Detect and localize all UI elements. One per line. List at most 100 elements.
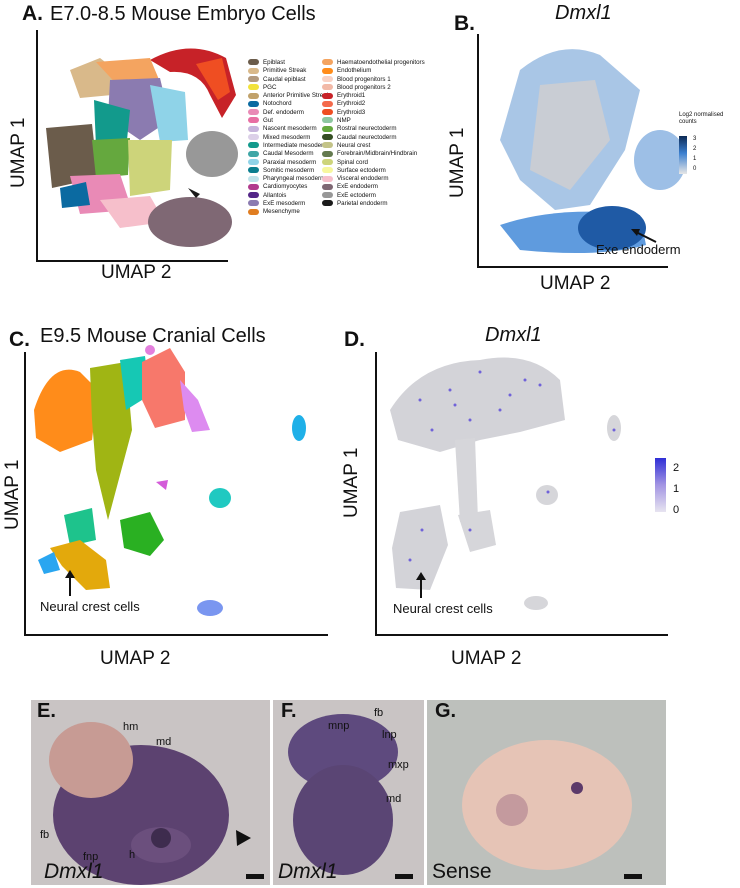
colorbar-tick: 0 xyxy=(693,166,697,172)
legend-entry: PGC xyxy=(248,84,330,92)
label-fb-e: fb xyxy=(40,829,49,841)
legend-swatch xyxy=(322,158,333,165)
panel-b-xlabel: UMAP 2 xyxy=(540,273,611,294)
panel-a-umap xyxy=(36,30,238,262)
legend-entry: ExE mesoderm xyxy=(248,200,330,208)
legend-swatch xyxy=(322,59,333,66)
legend-entry: Neural crest xyxy=(322,142,425,150)
panel-f-letter: F. xyxy=(281,700,297,722)
cluster-parietal-endoderm xyxy=(188,188,200,198)
annotation-neural-crest-c: Neural crest cells xyxy=(40,599,140,614)
cluster-intermediate xyxy=(94,100,130,150)
legend-label: ExE ectoderm xyxy=(337,191,376,199)
legend-entry: Pharyngeal mesoderm xyxy=(248,175,330,183)
legend-label: Primitive Streak xyxy=(263,67,307,75)
legend-entry: Def. endoderm xyxy=(248,109,330,117)
cluster-c-dot xyxy=(145,345,155,355)
legend-entry: Mesenchyme xyxy=(248,208,330,216)
embryo-e-head xyxy=(49,722,133,798)
legend-label: ExE mesoderm xyxy=(263,200,306,208)
cluster-c-blue2 xyxy=(38,552,60,574)
panel-d-xlabel: UMAP 2 xyxy=(451,648,522,669)
panel-a-xlabel: UMAP 2 xyxy=(101,262,172,283)
embryo-g-eye xyxy=(496,794,528,826)
label-lnp: lnp xyxy=(382,729,397,741)
colorbar-tick: 1 xyxy=(673,483,680,495)
panel-f-gene: Dmxl1 xyxy=(278,860,338,883)
legend-label: ExE endoderm xyxy=(337,183,378,191)
legend-swatch xyxy=(248,150,259,157)
colorbar-ticks-d: 2 1 0 xyxy=(673,458,679,521)
embryo-e-heart xyxy=(151,828,171,848)
label-md-f: md xyxy=(386,793,401,805)
umap-d-main xyxy=(390,357,565,452)
legend-entry: Cardiomyocytes xyxy=(248,183,330,191)
legend-entry: ExE ectoderm xyxy=(322,192,425,200)
legend-label: Forebrain/Midbrain/Hindbrain xyxy=(337,150,418,158)
legend-swatch xyxy=(322,109,333,116)
legend-swatch xyxy=(248,192,259,199)
umap-b-right xyxy=(634,130,686,190)
legend-entry: Forebrain/Midbrain/Hindbrain xyxy=(322,150,425,158)
legend-label: Caudal Mesoderm xyxy=(263,150,314,158)
legend-entry: Rostral neurectoderm xyxy=(322,125,425,133)
label-h: h xyxy=(129,849,135,861)
legend-entry: Endothelium xyxy=(322,67,425,75)
legend-entry: Allantois xyxy=(248,192,330,200)
legend-entry: Erythroid2 xyxy=(322,100,425,108)
legend-label: Gut xyxy=(263,117,273,125)
panel-e-letter: E. xyxy=(37,700,56,722)
legend-entry: Visceral endoderm xyxy=(322,175,425,183)
panel-e-photo: E. hm md fb fnp h Dmxl1 xyxy=(31,700,270,885)
colorbar-d xyxy=(655,458,666,512)
panel-f-photo: F. fb mnp lnp mxp md Dmxl1 xyxy=(273,700,424,885)
legend-entry: Spinal cord xyxy=(322,159,425,167)
legend-swatch xyxy=(248,75,259,82)
legend-entry: Mixed mesoderm xyxy=(248,134,330,142)
panel-c-xlabel: UMAP 2 xyxy=(100,648,171,669)
panel-d-gene: Dmxl1 xyxy=(485,324,542,346)
umap-b-exe-high xyxy=(578,206,646,250)
legend-swatch xyxy=(248,100,259,107)
colorbar-tick: 3 xyxy=(693,136,697,142)
arrow-exe-endoderm xyxy=(635,231,657,243)
legend-label: Spinal cord xyxy=(337,158,368,166)
annotation-exe-endoderm: Exe endoderm xyxy=(596,242,681,257)
arrowhead-e xyxy=(236,830,251,846)
colorbar-title-b: Log2 normalised counts xyxy=(679,112,724,125)
legend-swatch xyxy=(322,167,333,174)
cluster-epiblast xyxy=(46,124,98,188)
cluster-c-olive xyxy=(90,362,132,520)
legend-swatch xyxy=(248,125,259,132)
legend-label: Nascent mesoderm xyxy=(263,125,317,133)
legend-swatch xyxy=(248,175,259,182)
embryo-f-face xyxy=(293,765,393,875)
legend-entry: Caudal Mesoderm xyxy=(248,150,330,158)
legend-label: Intermediate mesoderm xyxy=(263,141,329,149)
cluster-c-neural-crest xyxy=(50,540,110,590)
umap-d-neural-crest xyxy=(392,505,448,590)
scalebar-g xyxy=(624,874,642,879)
cluster-c-teal2 xyxy=(209,488,231,508)
cluster-notochord xyxy=(60,182,90,208)
legend-swatch xyxy=(322,125,333,132)
legend-swatch xyxy=(248,208,259,215)
cluster-exe-ectoderm xyxy=(186,131,238,177)
legend-swatch xyxy=(322,183,333,190)
colorbar-ticks-b: 3 2 1 0 xyxy=(693,134,696,174)
label-md-e: md xyxy=(156,736,171,748)
panel-g-letter: G. xyxy=(435,700,456,722)
legend-label: Parietal endoderm xyxy=(337,200,388,208)
legend-entry: Parietal endoderm xyxy=(322,200,425,208)
umap-d-mid xyxy=(536,485,558,505)
legend-entry: Nascent mesoderm xyxy=(248,125,330,133)
cluster-c-orange xyxy=(34,369,98,452)
legend-label: Notochord xyxy=(263,100,292,108)
annotation-neural-crest-d: Neural crest cells xyxy=(393,601,493,616)
colorbar-b xyxy=(679,136,687,174)
legend-entry: Erythroid1 xyxy=(322,92,425,100)
legend-swatch xyxy=(322,100,333,107)
arrowhead xyxy=(631,229,640,236)
legend-label: Haematoendothelial progenitors xyxy=(337,59,425,66)
